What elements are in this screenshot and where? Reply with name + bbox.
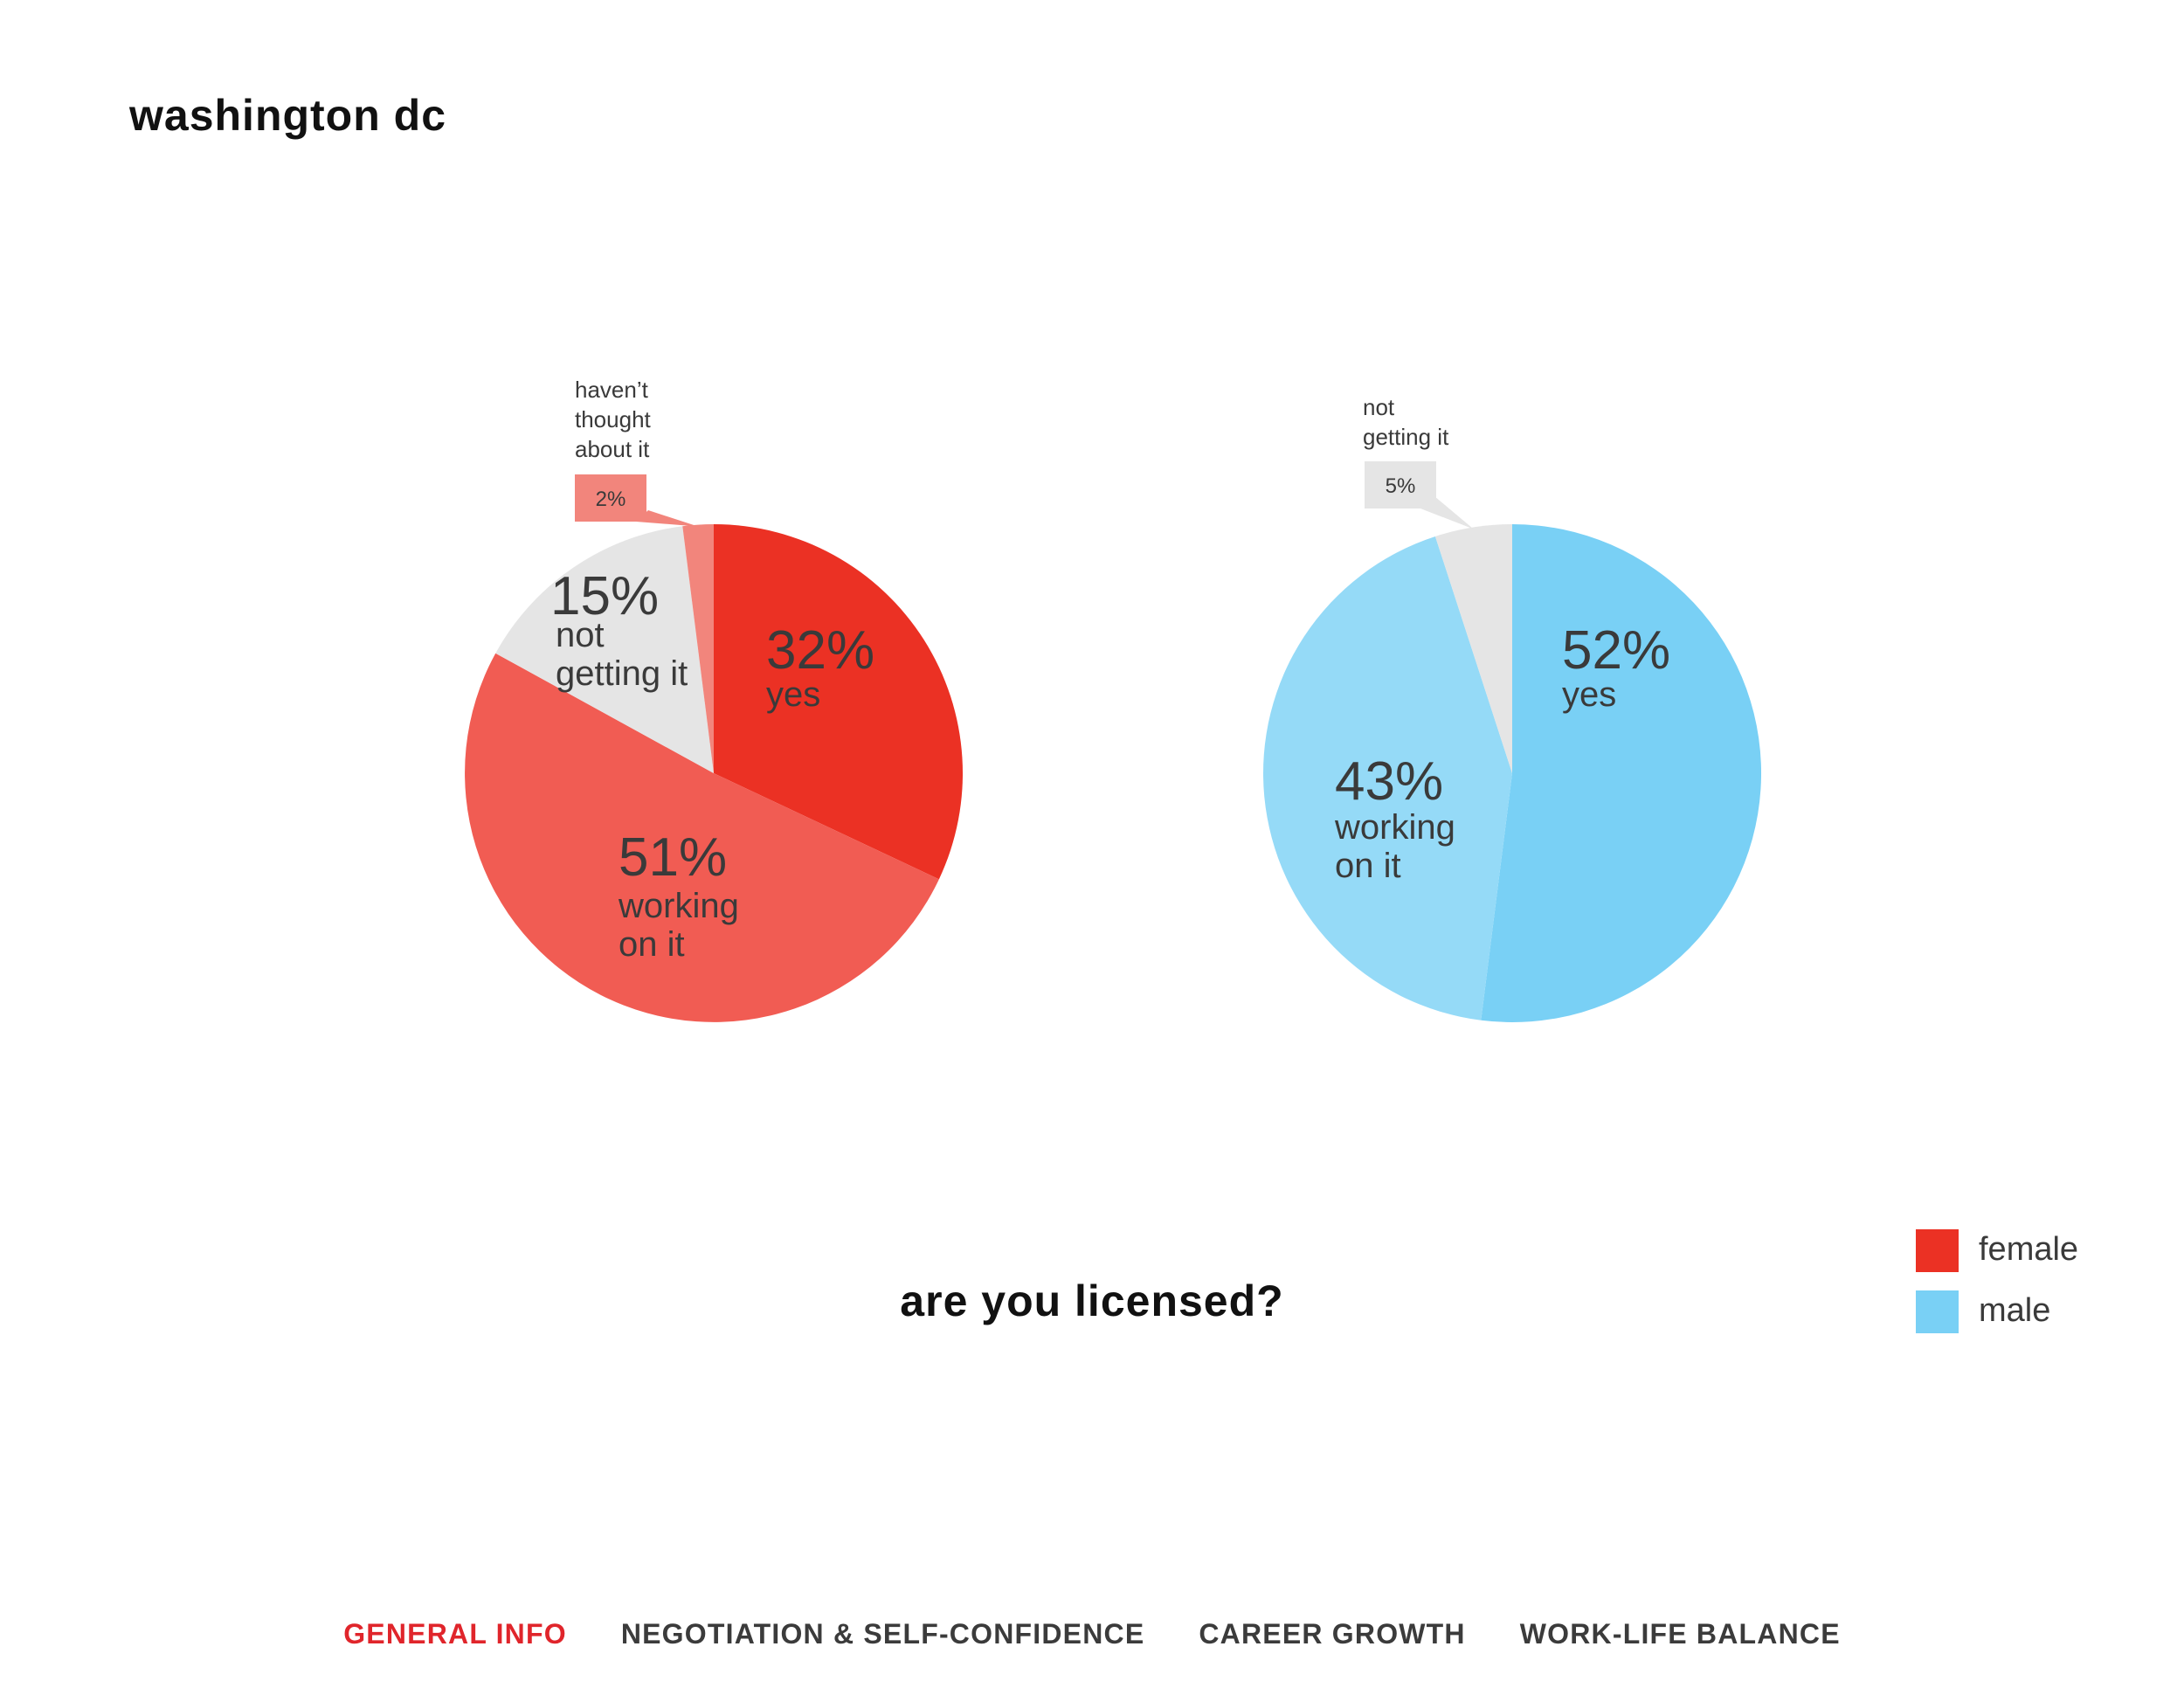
category-label-female-working-on-it: working on it <box>618 887 739 964</box>
slice-female-not-getting-it <box>495 526 714 773</box>
callout-label-male-not-getting-it: not getting it <box>1363 394 1449 450</box>
value-label-male-working-on-it: 43% <box>1335 751 1443 812</box>
callout-box-male-not-getting-it <box>1365 461 1436 508</box>
callout-value-female-haven-t-thought-about-it: 2% <box>596 488 626 511</box>
category-label-male-yes: yes <box>1562 675 1616 714</box>
slice-female-yes <box>714 524 964 880</box>
pie-female: 32%yes 51%working on it 15%not getting it 2% h… <box>465 377 964 1022</box>
slice-female-haven-t-thought-about-it <box>682 524 714 773</box>
nav-general-info[interactable]: GENERAL INFO <box>343 1618 567 1650</box>
category-label-female-yes: yes <box>766 675 820 714</box>
page-title: washington dc <box>129 91 446 140</box>
legend-label-male: male <box>1979 1292 2051 1329</box>
value-label-male-yes: 52% <box>1562 620 1670 681</box>
value-label-female-working-on-it: 51% <box>619 827 727 888</box>
slice-male-working-on-it <box>1263 536 1512 1020</box>
category-label-male-working-on-it: working on it <box>1334 808 1455 885</box>
chart-question: are you licensed? <box>900 1276 1284 1325</box>
legend-swatch-male <box>1916 1290 1959 1333</box>
pie-male: 52%yes 43%working on it 5% not getting it <box>1263 394 1762 1022</box>
callout-value-male-not-getting-it: 5% <box>1386 474 1416 498</box>
callout-pointer-female-haven-t-thought-about-it <box>636 510 699 527</box>
callout-box-female-haven-t-thought-about-it <box>575 474 646 522</box>
slice-male-yes <box>1481 524 1762 1022</box>
slice-male-not-getting-it <box>1434 524 1512 773</box>
nav-negotiation[interactable]: NEGOTIATION & SELF-CONFIDENCE <box>620 1618 1145 1650</box>
bottom-nav: GENERAL INFO NEGOTIATION & SELF-CONFIDEN… <box>0 1618 2184 1653</box>
callout-label-female-haven-t-thought-about-it: haven’t thought about it <box>575 377 652 462</box>
nav-career-growth[interactable]: CAREER GROWTH <box>1199 1618 1466 1650</box>
nav-work-life-balance[interactable]: WORK-LIFE BALANCE <box>1519 1618 1841 1650</box>
category-label-female-not-getting-it: not getting it <box>556 616 688 693</box>
slice-female-working-on-it <box>465 653 939 1022</box>
value-label-female-not-getting-it: 15% <box>550 566 659 626</box>
value-label-female-yes: 32% <box>766 620 874 681</box>
legend-swatch-female <box>1916 1229 1959 1272</box>
legend-label-female: female <box>1979 1231 2079 1268</box>
